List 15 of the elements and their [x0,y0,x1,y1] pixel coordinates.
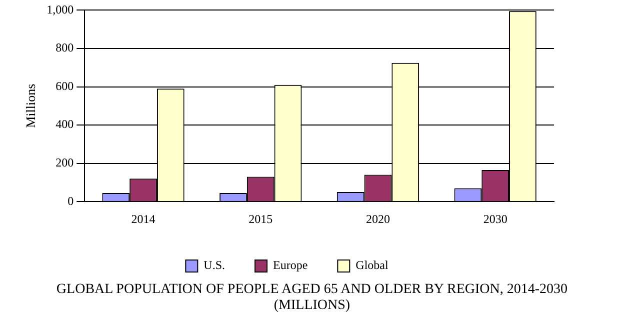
x-tick-label: 2030 [483,212,508,226]
x-tick-label: 2015 [248,212,273,226]
text: GLOBAL POPULATION OF PEOPLE AGED 65 AND OLDER BY REGION, 2014-2030 (MILLIONS) [55,282,569,314]
x-tick-label: 2020 [366,212,390,226]
y-tick-label: 600 [56,78,74,93]
legend-label: Europe [273,258,308,272]
y-tick-label: 200 [56,155,74,170]
x-tick-label: 2014 [131,212,156,226]
legend-label: Global [356,258,389,272]
y-tick-label: 400 [56,117,74,132]
y-tick-label: 0 [68,194,74,208]
y-tick-label: 800 [56,40,74,55]
y-tick-label: 1,000 [46,2,74,16]
legend-label: U.S. [204,258,226,272]
y-axis-title: Millions [23,84,38,128]
